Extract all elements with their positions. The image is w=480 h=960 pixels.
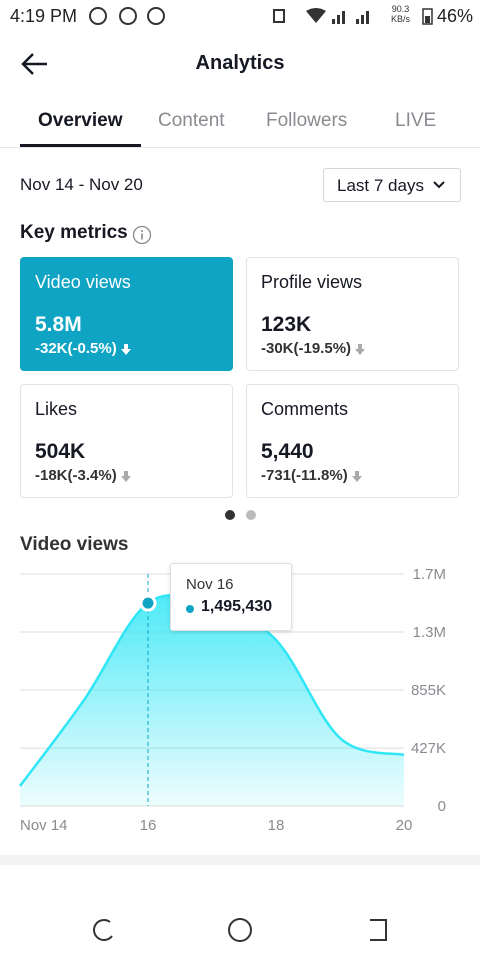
arrow-shape: [355, 344, 365, 355]
tab-indicator: [20, 144, 141, 147]
metric-value: 123K: [261, 313, 312, 336]
point: [139, 594, 157, 612]
recent-button[interactable]: [93, 919, 113, 941]
chevron: [433, 181, 445, 189]
metric-label: Comments: [261, 399, 349, 419]
down-arrow: [355, 344, 365, 355]
battery: 46%: [437, 6, 474, 26]
battery-icon: [422, 8, 433, 25]
divider: [0, 147, 480, 148]
back-nav-button[interactable]: [370, 919, 387, 941]
tab[interactable]: Content: [158, 110, 225, 131]
filter-label: Last 7 days: [337, 176, 424, 195]
chart-title: Video views: [20, 534, 129, 555]
arrow-shape: [121, 344, 131, 355]
metric-label: Profile views: [261, 272, 363, 292]
date-range: Nov 14 - Nov 20: [20, 175, 143, 194]
tooltip-date: Nov 16: [186, 576, 234, 594]
down-arrow: [121, 344, 131, 355]
y-tick-label: 427K: [411, 740, 446, 757]
pager-dots: [225, 510, 256, 520]
metric-value: 5.8M: [35, 313, 82, 336]
x-tick-label: Nov 14: [20, 817, 68, 834]
x-tick-label: 16: [140, 817, 157, 834]
tab[interactable]: Followers: [266, 110, 348, 131]
tab[interactable]: Overview: [38, 110, 123, 131]
metric-value: 5,440: [261, 440, 314, 463]
metric-value: 504K: [35, 440, 86, 463]
metric-change: -30K(-19.5%): [261, 340, 352, 357]
y-tick-label: 855K: [411, 682, 446, 699]
home-button[interactable]: [228, 918, 252, 942]
down-arrow: [121, 471, 131, 482]
metric-card[interactable]: Likes 504K -18K(-3.4%): [20, 384, 233, 498]
x-tick-label: 18: [268, 817, 285, 834]
tooltip-dot: [186, 605, 194, 614]
tooltip-value: 1,495,430: [201, 598, 273, 616]
y-tick-label: 1.3M: [413, 624, 446, 641]
status-icons: [89, 7, 165, 25]
down-arrow: [352, 471, 362, 482]
metric-label: Likes: [35, 399, 78, 419]
y-tick-label: 0: [438, 798, 446, 815]
page-title: Analytics: [195, 52, 285, 74]
info-icon[interactable]: [132, 225, 152, 245]
metric-label: Video views: [35, 272, 131, 292]
metric-change: -32K(-0.5%): [35, 340, 117, 357]
divider: [0, 855, 480, 865]
speed: 90.3: [391, 4, 410, 14]
net-speed: 90.3 KB/s: [391, 4, 410, 24]
filter-dropdown[interactable]: Last 7 days: [323, 168, 461, 202]
signal-icons: [273, 8, 369, 24]
metric-card[interactable]: Video views 5.8M -32K(-0.5%): [20, 257, 233, 371]
y-tick-label: 1.7M: [413, 566, 446, 583]
metric-change: -18K(-3.4%): [35, 467, 117, 484]
arrow-shape: [121, 471, 131, 482]
metric-card[interactable]: Comments 5,440 -731(-11.8%): [246, 384, 459, 498]
arrow-shape: [352, 471, 362, 482]
metric-change: -731(-11.8%): [261, 467, 348, 484]
nav-bar: [93, 918, 387, 942]
back-button[interactable]: [20, 50, 50, 78]
section-title: Key metrics: [20, 222, 128, 243]
x-tick-label: 20: [396, 817, 413, 834]
status-time: 4:19 PM: [10, 6, 78, 26]
tab[interactable]: LIVE: [395, 110, 437, 131]
metric-card[interactable]: Profile views 123K -30K(-19.5%): [246, 257, 459, 371]
speed-unit: KB/s: [391, 14, 411, 24]
tooltip: Nov 16 1,495,430: [170, 563, 292, 632]
